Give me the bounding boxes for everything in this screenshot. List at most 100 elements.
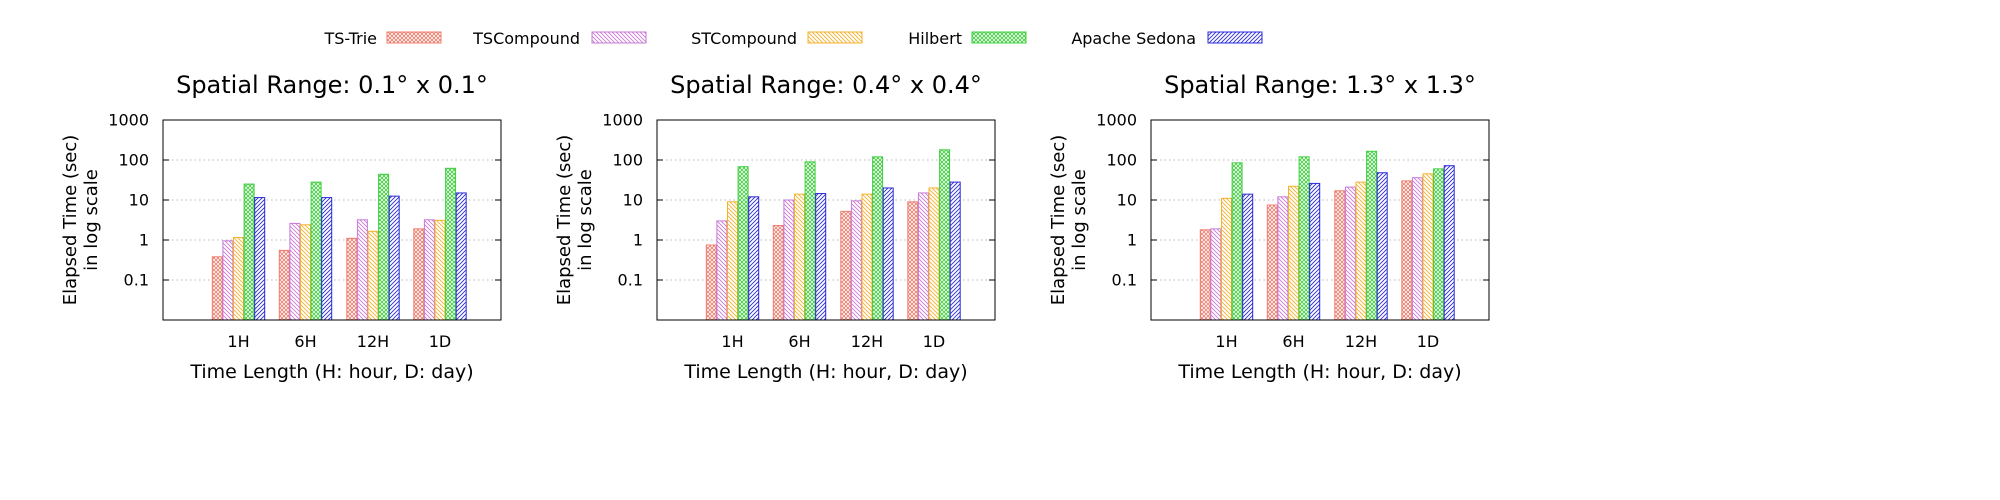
plot-frame <box>162 119 502 321</box>
bar <box>413 228 425 321</box>
bar <box>917 192 929 321</box>
plot-frame <box>656 119 996 321</box>
bar <box>1401 180 1413 321</box>
legend-swatch <box>1207 31 1263 44</box>
plot-frame <box>1150 119 1490 321</box>
bar <box>1298 156 1310 321</box>
x-tick-label: 1D <box>429 332 452 351</box>
bar <box>783 199 795 321</box>
y-tick-label: 100 <box>1106 151 1137 170</box>
bar <box>737 166 749 321</box>
bar <box>928 187 940 321</box>
bar <box>727 201 738 321</box>
legend-swatch <box>386 31 442 44</box>
y-tick-label: 1 <box>633 231 643 250</box>
bar <box>840 210 852 321</box>
y-tick-label: 1 <box>139 231 149 250</box>
bar <box>1443 165 1455 321</box>
chart-panel: Spatial Range: 0.1° x 0.1° 0.1 1 10 100 1000 1… <box>60 71 502 383</box>
y-tick-label: 0.1 <box>124 271 149 290</box>
bar <box>872 156 884 321</box>
legend-label: STCompound <box>691 29 797 48</box>
y-axis-label: in log scale <box>1069 169 1090 271</box>
x-tick-label: 1H <box>227 332 249 351</box>
bar <box>423 219 435 321</box>
bar <box>1422 173 1434 321</box>
x-tick-label: 1D <box>1417 332 1440 351</box>
y-axis-label: Elapsed Time (sec) <box>554 135 575 306</box>
x-tick-label: 12H <box>1345 332 1377 351</box>
chart-title: Spatial Range: 0.1° x 0.1° <box>176 71 488 99</box>
bar <box>434 219 446 321</box>
bar <box>1277 196 1289 321</box>
bar <box>367 230 379 321</box>
bar <box>907 201 919 321</box>
y-axis-label: Elapsed Time (sec) <box>1048 135 1069 306</box>
bar <box>321 197 333 321</box>
x-axis-label: Time Length (H: hour, D: day) <box>189 361 473 383</box>
bar <box>445 167 457 321</box>
bar <box>804 161 816 321</box>
x-axis-label: Time Length (H: hour, D: day) <box>1177 361 1461 383</box>
bar <box>705 244 717 321</box>
bar <box>310 181 322 321</box>
bar <box>300 224 311 321</box>
bar <box>278 249 290 321</box>
chart-panels: Spatial Range: 0.1° x 0.1° 0.1 1 10 100 1000 1… <box>60 71 1490 383</box>
y-tick-label: 0.1 <box>1112 271 1137 290</box>
x-tick-label: 1H <box>721 332 743 351</box>
bar <box>772 225 784 321</box>
legend-swatch <box>971 31 1027 44</box>
bar <box>356 219 368 321</box>
x-tick-label: 6H <box>294 332 316 351</box>
x-axis-label: Time Length (H: hour, D: day) <box>683 361 967 383</box>
bar <box>378 173 390 321</box>
x-tick-label: 12H <box>357 332 389 351</box>
legend-label: TSCompound <box>472 29 580 48</box>
bar <box>748 196 760 321</box>
legend-label: TS-Trie <box>323 29 377 48</box>
bar <box>1266 204 1278 321</box>
y-tick-label: 100 <box>118 151 149 170</box>
y-tick-label: 1000 <box>1096 111 1137 130</box>
bar <box>716 220 728 321</box>
chart-title: Spatial Range: 0.4° x 0.4° <box>670 71 982 99</box>
legend: TS-Trie TSCompound STCompound Hilbert Apache… <box>323 29 1263 48</box>
bar <box>455 192 467 321</box>
bar <box>1210 228 1222 321</box>
y-axis-label: Elapsed Time (sec) <box>60 135 81 306</box>
x-tick-label: 1D <box>923 332 946 351</box>
figure: TS-Trie TSCompound STCompound Hilbert Apache… <box>60 29 1490 383</box>
legend-swatch <box>807 31 863 44</box>
bar <box>1309 182 1321 321</box>
y-tick-label: 1000 <box>108 111 149 130</box>
bar <box>850 200 862 321</box>
x-tick-label: 1H <box>1215 332 1237 351</box>
legend-swatch <box>591 31 647 44</box>
y-tick-label: 10 <box>623 191 643 210</box>
bar <box>1199 229 1211 321</box>
bar <box>1334 190 1346 321</box>
bar <box>815 193 827 321</box>
legend-label: Hilbert <box>908 29 962 48</box>
bar <box>243 183 255 321</box>
bar <box>1433 168 1445 321</box>
y-tick-label: 1000 <box>602 111 643 130</box>
y-axis-label: in log scale <box>81 169 102 271</box>
bar <box>289 222 301 321</box>
x-tick-label: 12H <box>851 332 883 351</box>
bar <box>1376 172 1388 321</box>
bar <box>1288 185 1299 321</box>
chart-panel: Spatial Range: 1.3° x 1.3° 0.1 1 10 100 1000 1… <box>1048 71 1490 383</box>
bar <box>1344 186 1356 321</box>
x-tick-label: 6H <box>1282 332 1304 351</box>
bar <box>254 197 266 321</box>
y-axis-label: in log scale <box>575 169 596 271</box>
bar <box>222 240 234 321</box>
bar <box>882 187 894 321</box>
y-tick-label: 100 <box>612 151 643 170</box>
bar <box>1221 197 1232 321</box>
chart-panel: Spatial Range: 0.4° x 0.4° 0.1 1 10 100 1000 1… <box>554 71 996 383</box>
bar <box>1242 193 1254 321</box>
bar <box>211 256 223 321</box>
